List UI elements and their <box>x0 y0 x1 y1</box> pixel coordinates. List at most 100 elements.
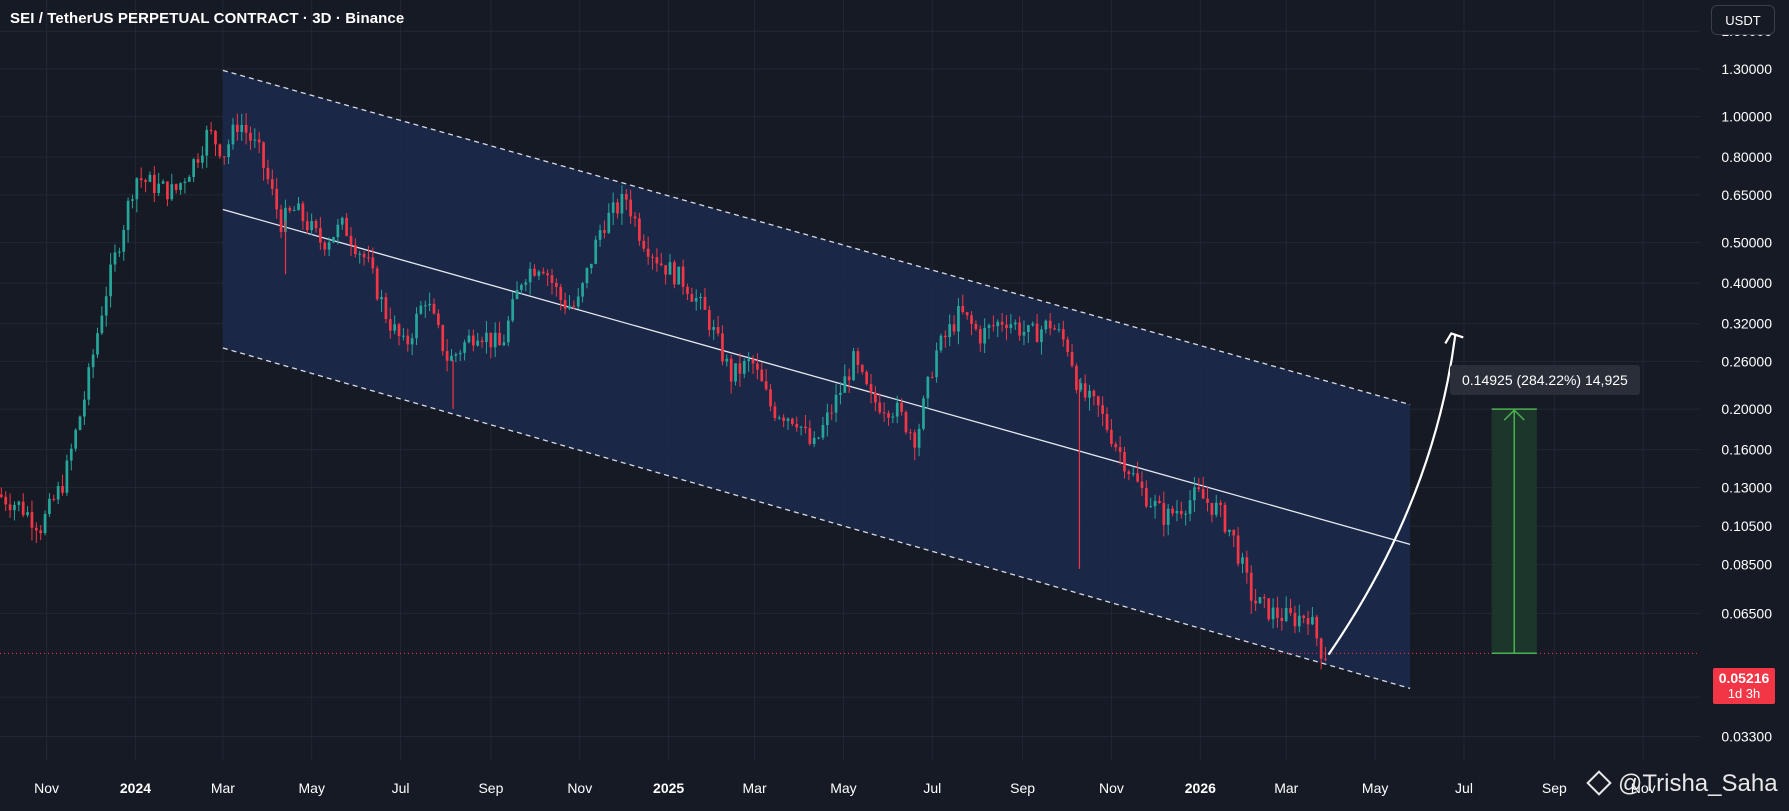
candle-down <box>279 204 283 239</box>
candle-body <box>201 155 204 163</box>
x-tick-label: 2024 <box>120 780 151 796</box>
candle-down <box>152 166 156 203</box>
candle-body <box>978 329 982 344</box>
candle-up <box>467 329 471 344</box>
candle-body <box>463 342 466 353</box>
candle-up <box>734 363 737 386</box>
candle-up <box>620 185 624 225</box>
candle-body <box>109 264 112 297</box>
candle-up <box>96 327 99 358</box>
candle-body <box>791 418 794 424</box>
candle-down <box>1136 461 1139 483</box>
currency-button[interactable]: USDT <box>1711 5 1775 35</box>
candle-body <box>240 124 244 133</box>
candle-body <box>839 392 842 395</box>
candle-body <box>646 248 650 257</box>
candle-down <box>244 113 248 145</box>
candle-up <box>983 318 986 354</box>
candle-down <box>1210 502 1214 523</box>
candle-down <box>323 240 327 256</box>
candle-up <box>428 292 431 312</box>
candle-up <box>493 322 497 358</box>
candle-body <box>895 402 899 417</box>
candle-up <box>231 118 235 150</box>
candle-up <box>292 206 296 212</box>
candle-body <box>742 361 746 374</box>
candle-down <box>874 386 877 412</box>
candle-down <box>1123 446 1126 479</box>
candle-body <box>157 183 161 194</box>
candle-down <box>262 141 265 181</box>
candle-body <box>943 335 947 338</box>
candle-down <box>804 414 807 434</box>
channel-upper-line <box>222 69 1411 406</box>
candle-down <box>1262 594 1266 609</box>
candle-up <box>786 417 790 430</box>
candle-up <box>310 213 313 236</box>
candle-down <box>1206 487 1209 512</box>
candle-body <box>489 332 493 348</box>
candle-body <box>668 262 672 275</box>
candle-up <box>161 179 165 185</box>
candle-body <box>908 432 912 434</box>
candle-body <box>1131 473 1135 475</box>
candle-down <box>930 371 934 379</box>
candle-up <box>1271 598 1275 629</box>
candle-body <box>262 142 265 168</box>
candle-body <box>1232 529 1236 536</box>
candle-up <box>957 298 960 345</box>
last-price-tag: 0.05216 1d 3h <box>1713 668 1775 704</box>
candle-body <box>1184 513 1188 515</box>
candle-body <box>764 381 768 390</box>
candle-body <box>1144 487 1148 507</box>
candle-body <box>270 179 274 189</box>
candle-up <box>1022 320 1026 346</box>
candle-body <box>786 418 790 421</box>
candle-up <box>450 349 453 362</box>
candle-body <box>856 351 860 365</box>
candle-body <box>638 218 641 241</box>
candle-body <box>39 530 43 534</box>
x-tick-label: Nov <box>34 780 59 796</box>
candle-body <box>1293 612 1297 627</box>
candle-body <box>1284 608 1288 622</box>
candle-down <box>1096 395 1100 417</box>
candle-body <box>1206 498 1209 503</box>
candle-up <box>1297 604 1301 633</box>
candle-down <box>860 363 864 375</box>
candle-body <box>1053 328 1056 330</box>
candle-body <box>1236 535 1240 564</box>
candle-down <box>773 401 777 422</box>
price-range-arrowhead <box>1503 409 1525 421</box>
channel-middle-line <box>222 208 1411 546</box>
candle-body <box>690 293 694 302</box>
candle-down <box>533 264 536 277</box>
candle-up <box>607 203 611 234</box>
candle-down <box>1005 315 1008 341</box>
regression-channel[interactable] <box>222 69 1411 690</box>
candle-up <box>948 314 952 347</box>
candle-body <box>1324 658 1327 660</box>
candle-body <box>257 139 261 143</box>
candle-body <box>1083 383 1087 398</box>
candle-down <box>1114 441 1118 452</box>
candle-body <box>336 224 340 238</box>
candle-up <box>1258 596 1262 604</box>
candle-body <box>458 352 462 355</box>
y-tick-label: 0.80000 <box>1721 149 1772 165</box>
candle-body <box>78 416 82 430</box>
y-tick-label: 0.20000 <box>1721 401 1772 417</box>
drawing-overlays[interactable] <box>0 332 1700 656</box>
candle-up <box>511 291 515 323</box>
candle-body <box>620 193 624 214</box>
candle-down <box>218 143 222 159</box>
candle-up <box>170 173 174 202</box>
candle-up <box>537 269 541 280</box>
candle-up <box>253 128 257 148</box>
candle-down <box>4 491 8 511</box>
candle-body <box>506 320 510 343</box>
candle-up <box>227 139 230 165</box>
candle-body <box>1005 324 1008 329</box>
candle-up <box>402 328 405 341</box>
